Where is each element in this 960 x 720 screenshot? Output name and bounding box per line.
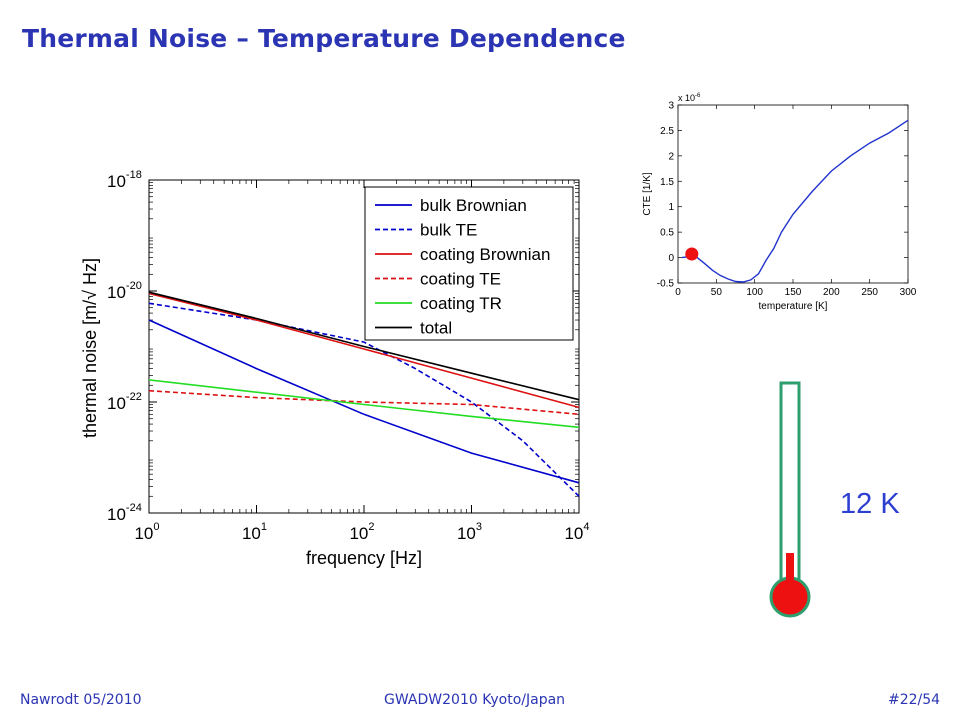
y-tick-label: 10-20 bbox=[107, 280, 142, 302]
inset-series bbox=[681, 119, 909, 283]
cte-curve bbox=[681, 119, 909, 283]
inset-y-axis-label: CTE [1/K] bbox=[642, 172, 653, 216]
legend-label: total bbox=[420, 319, 452, 338]
inset-y-tick-label: 1 bbox=[668, 202, 674, 213]
inset-x-tick-label: 50 bbox=[711, 287, 723, 298]
temperature-label: 12 K bbox=[840, 488, 900, 520]
thermometer bbox=[769, 381, 811, 618]
y-tick-labels: 10-24 10-22 10-20 10-18 bbox=[107, 169, 142, 524]
footer-event: GWADW2010 Kyoto/Japan bbox=[384, 692, 566, 708]
series-line-coating-brownian bbox=[148, 292, 580, 409]
series-line-bulk-brownian bbox=[148, 319, 580, 484]
thermometer-bulb bbox=[774, 581, 806, 613]
inset-y-tick-label: -0.5 bbox=[657, 279, 675, 290]
legend: bulk Brownian bulk TE coating Brownian coat… bbox=[364, 186, 574, 341]
legend-items: bulk Brownian bulk TE coating Brownian coat… bbox=[375, 196, 550, 338]
inset-y-tick-label: 0 bbox=[668, 253, 674, 264]
inset-y-tick-label: 0.5 bbox=[660, 228, 674, 239]
inset-x-tick-label: 100 bbox=[746, 287, 763, 298]
thermal-noise-chart: 100 101 102 103 104 10-24 10-22 10-20 10-18 fre… bbox=[80, 169, 590, 568]
inset-x-axis-label: temperature [K] bbox=[759, 301, 828, 312]
series-group bbox=[148, 291, 580, 497]
footer-author: Nawrodt 05/2010 bbox=[20, 692, 142, 708]
x-axis-label: frequency [Hz] bbox=[306, 548, 422, 568]
inset-y-tick-label: 2 bbox=[668, 151, 674, 162]
temperature-marker bbox=[685, 247, 699, 261]
inset-x-tick-label: 0 bbox=[675, 287, 681, 298]
inset-y-tick-label: 2.5 bbox=[660, 126, 674, 137]
inset-y-tick-label: 3 bbox=[668, 101, 674, 112]
x-tick-label: 102 bbox=[349, 521, 374, 543]
legend-label: bulk Brownian bbox=[420, 196, 527, 215]
series-line-total bbox=[148, 291, 580, 401]
inset-x-tick-label: 300 bbox=[900, 287, 917, 298]
legend-label: coating TR bbox=[420, 294, 502, 313]
y-tick-label: 10-18 bbox=[107, 169, 142, 191]
x-tick-label: 103 bbox=[457, 521, 482, 543]
inset-plot-area bbox=[677, 104, 909, 284]
cte-inset-chart: 0 50 100 150 200 250 300 -0.500.511.522.53 x 1… bbox=[642, 93, 917, 312]
inset-x-tick-label: 150 bbox=[785, 287, 802, 298]
x-tick-labels: 100 101 102 103 104 bbox=[134, 521, 589, 543]
legend-box bbox=[364, 186, 574, 341]
slide-title: Thermal Noise – Temperature Dependence bbox=[22, 24, 626, 53]
inset-y-tick-label: 1.5 bbox=[660, 177, 674, 188]
inset-y-tick-labels: -0.5 0 0.5 1 1.5 2 2.5 3 bbox=[657, 101, 675, 290]
legend-label: coating TE bbox=[420, 270, 501, 289]
footer-page-number: #22/54 bbox=[888, 692, 941, 708]
major-ticks bbox=[148, 179, 580, 514]
y-tick-label: 10-24 bbox=[107, 502, 142, 524]
y-tick-label: 10-22 bbox=[107, 391, 142, 413]
x-tick-label: 101 bbox=[242, 521, 267, 543]
legend-label: coating Brownian bbox=[420, 245, 550, 264]
series-line-coating-tr bbox=[148, 379, 580, 429]
inset-multiplier: x 10-6 bbox=[678, 93, 701, 103]
inset-x-tick-labels: 0 50 100 150 200 250 300 bbox=[675, 287, 917, 298]
legend-label: bulk TE bbox=[420, 221, 477, 240]
y-axis-label: thermal noise [m/√ Hz] bbox=[80, 258, 100, 438]
inset-ticks bbox=[677, 104, 909, 284]
inset-x-tick-label: 250 bbox=[861, 287, 878, 298]
x-tick-label: 104 bbox=[564, 521, 589, 543]
x-tick-label: 100 bbox=[134, 521, 159, 543]
minor-ticks bbox=[149, 180, 579, 513]
thermometer-mercury bbox=[786, 553, 794, 598]
inset-x-tick-label: 200 bbox=[823, 287, 840, 298]
